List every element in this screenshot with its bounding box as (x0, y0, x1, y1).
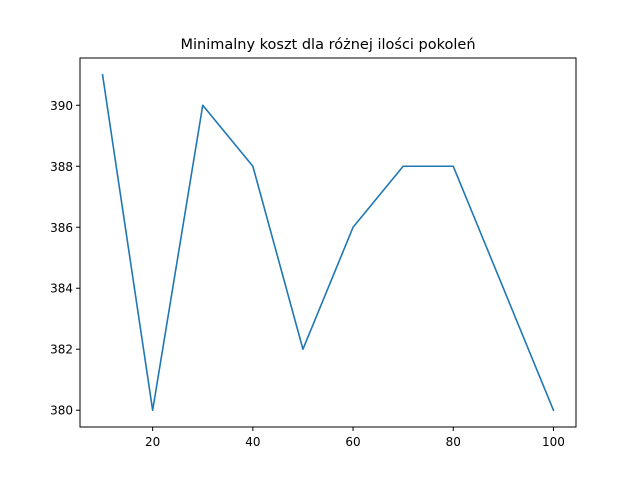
x-tick-label: 80 (446, 435, 461, 449)
x-tick-label: 40 (245, 435, 260, 449)
plot-frame (79, 57, 577, 428)
x-tick-label: 20 (145, 435, 160, 449)
y-tick-label: 388 (50, 160, 73, 174)
x-tick-label: 60 (345, 435, 360, 449)
x-tick-label: 100 (542, 435, 565, 449)
chart-title: Minimalny koszt dla różnej ilości pokole… (180, 37, 475, 53)
y-tick-label: 382 (50, 343, 73, 357)
series-layer (101, 73, 555, 412)
plot-area (80, 58, 576, 427)
y-tick-label: 380 (50, 404, 73, 418)
series-line (101, 73, 555, 412)
y-tick-label: 386 (50, 221, 73, 235)
y-tick-label: 390 (50, 99, 73, 113)
axis-layer: 20 40 60 80 100 380 382 384 386 388 390 (50, 99, 565, 449)
y-tick-label: 384 (50, 282, 73, 296)
